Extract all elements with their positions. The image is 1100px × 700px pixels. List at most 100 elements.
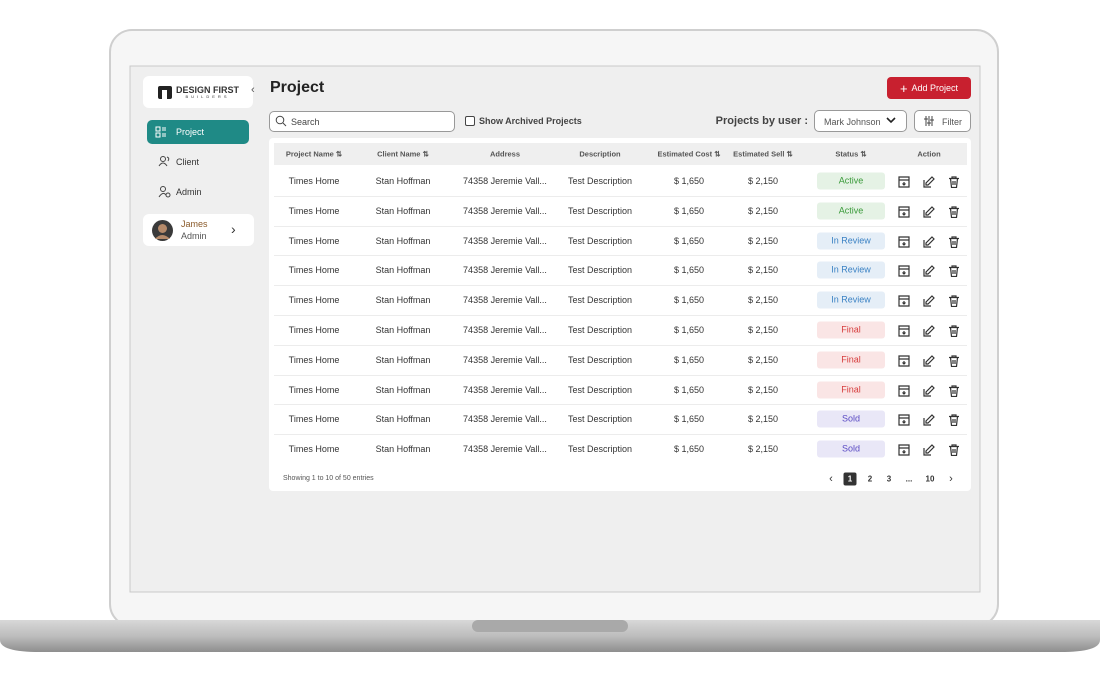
sort-icon[interactable]: ⇅ — [784, 149, 793, 159]
action-icon[interactable] — [923, 354, 935, 367]
action-icon[interactable] — [948, 384, 960, 397]
row-divider — [274, 195, 967, 197]
table-cell: $ 1,650 — [673, 444, 705, 455]
table-cell: Test Description — [567, 325, 633, 335]
page-number[interactable]: 2 — [867, 474, 873, 484]
action-icon[interactable] — [898, 384, 910, 397]
action-button[interactable] — [923, 205, 935, 218]
page-number[interactable]: 1 — [843, 472, 857, 486]
action-button[interactable] — [948, 384, 960, 397]
page-number[interactable]: 10 — [925, 474, 935, 484]
action-icon[interactable] — [948, 206, 960, 218]
action-button[interactable] — [923, 414, 935, 426]
action-button[interactable] — [898, 295, 910, 307]
table-cell: 74358 Jeremie Vall... — [463, 414, 547, 425]
collapse-button[interactable]: ‹ — [251, 84, 255, 96]
sort-icon[interactable]: ⇅ — [333, 149, 343, 159]
search-icon — [275, 115, 287, 127]
plus-icon: + — [899, 80, 908, 96]
table-cell: Times Home — [288, 384, 340, 395]
action-button[interactable] — [898, 176, 910, 188]
action-icon[interactable] — [898, 206, 910, 218]
action-button[interactable] — [948, 355, 960, 367]
action-button[interactable] — [923, 444, 935, 456]
action-button[interactable] — [898, 414, 910, 426]
action-icon[interactable] — [948, 414, 960, 427]
action-icon[interactable] — [923, 384, 935, 397]
action-icon[interactable] — [923, 235, 935, 248]
action-icon[interactable] — [898, 295, 910, 307]
action-icon[interactable] — [923, 265, 935, 277]
page-number[interactable]: ... — [905, 474, 913, 484]
column-header: Project Name ⇅ — [285, 149, 343, 159]
action-icon[interactable] — [948, 355, 960, 367]
action-icon[interactable] — [898, 325, 910, 337]
action-button[interactable] — [948, 206, 960, 218]
action-button[interactable] — [948, 325, 960, 338]
action-icon[interactable] — [948, 295, 960, 308]
action-button[interactable] — [948, 265, 960, 278]
page-number[interactable]: 3 — [886, 474, 892, 484]
table-cell: 74358 Jeremie Vall... — [463, 265, 547, 276]
action-button[interactable] — [948, 235, 960, 248]
action-icon[interactable] — [898, 235, 910, 248]
user-card[interactable]: James Admin › — [143, 214, 254, 246]
pager-next[interactable]: › — [949, 473, 953, 485]
action-icon[interactable] — [898, 414, 910, 426]
action-button[interactable] — [923, 235, 935, 248]
action-button[interactable] — [898, 355, 910, 367]
action-icon[interactable] — [948, 444, 960, 457]
filter-button[interactable]: Filter — [914, 110, 971, 132]
action-button[interactable] — [948, 444, 960, 457]
action-icon[interactable] — [923, 325, 935, 337]
page-title: Project — [270, 79, 325, 96]
table-cell: $ 2,150 — [747, 265, 779, 276]
action-icon[interactable] — [923, 414, 935, 426]
action-icon[interactable] — [898, 265, 910, 277]
action-button[interactable] — [923, 265, 935, 277]
action-button[interactable] — [948, 176, 960, 189]
action-button[interactable] — [948, 295, 960, 308]
nav-item[interactable]: Admin — [176, 187, 202, 197]
action-icon[interactable] — [923, 205, 935, 218]
action-icon[interactable] — [948, 176, 960, 189]
action-button[interactable] — [898, 235, 910, 248]
status-badge: Final — [817, 321, 885, 339]
action-button[interactable] — [898, 206, 910, 218]
action-icon[interactable] — [923, 176, 935, 188]
nav-item[interactable]: Client — [176, 157, 200, 167]
action-button[interactable] — [923, 176, 935, 188]
action-icon[interactable] — [923, 444, 935, 456]
user-select[interactable]: Mark Johnson — [814, 110, 907, 132]
action-icon[interactable] — [923, 295, 935, 307]
search-input[interactable]: Search — [269, 111, 455, 132]
action-icon[interactable] — [948, 265, 960, 278]
action-icon[interactable] — [898, 355, 910, 367]
sort-icon[interactable]: ⇅ — [420, 149, 429, 159]
action-button[interactable] — [898, 265, 910, 277]
action-button[interactable] — [923, 354, 935, 367]
nav-item-active[interactable]: Project — [147, 120, 249, 144]
table-cell: Stan Hoffman — [375, 295, 431, 306]
add-project-button[interactable]: + Add Project — [887, 77, 971, 99]
table-cell: Times Home — [288, 444, 340, 455]
action-icon[interactable] — [898, 444, 910, 456]
action-icon[interactable] — [948, 235, 960, 248]
action-button[interactable] — [898, 384, 910, 397]
table-cell: 74358 Jeremie Vall... — [463, 295, 547, 306]
logo[interactable]: DESIGN FIRST BUILDERS — [143, 76, 253, 108]
action-icon[interactable] — [948, 325, 960, 338]
table-summary: Showing 1 to 10 of 50 entries — [283, 475, 374, 482]
action-button[interactable] — [948, 414, 960, 427]
action-button[interactable] — [898, 325, 910, 337]
table-cell: Times Home — [288, 325, 340, 335]
pager-prev[interactable]: ‹ — [829, 473, 833, 485]
action-button[interactable] — [923, 295, 935, 307]
sort-icon[interactable]: ⇅ — [858, 149, 867, 159]
archived-checkbox[interactable] — [465, 116, 475, 126]
action-icon[interactable] — [898, 176, 910, 188]
sort-icon[interactable]: ⇅ — [712, 149, 721, 159]
action-button[interactable] — [923, 325, 935, 337]
action-button[interactable] — [923, 384, 935, 397]
action-button[interactable] — [898, 444, 910, 456]
